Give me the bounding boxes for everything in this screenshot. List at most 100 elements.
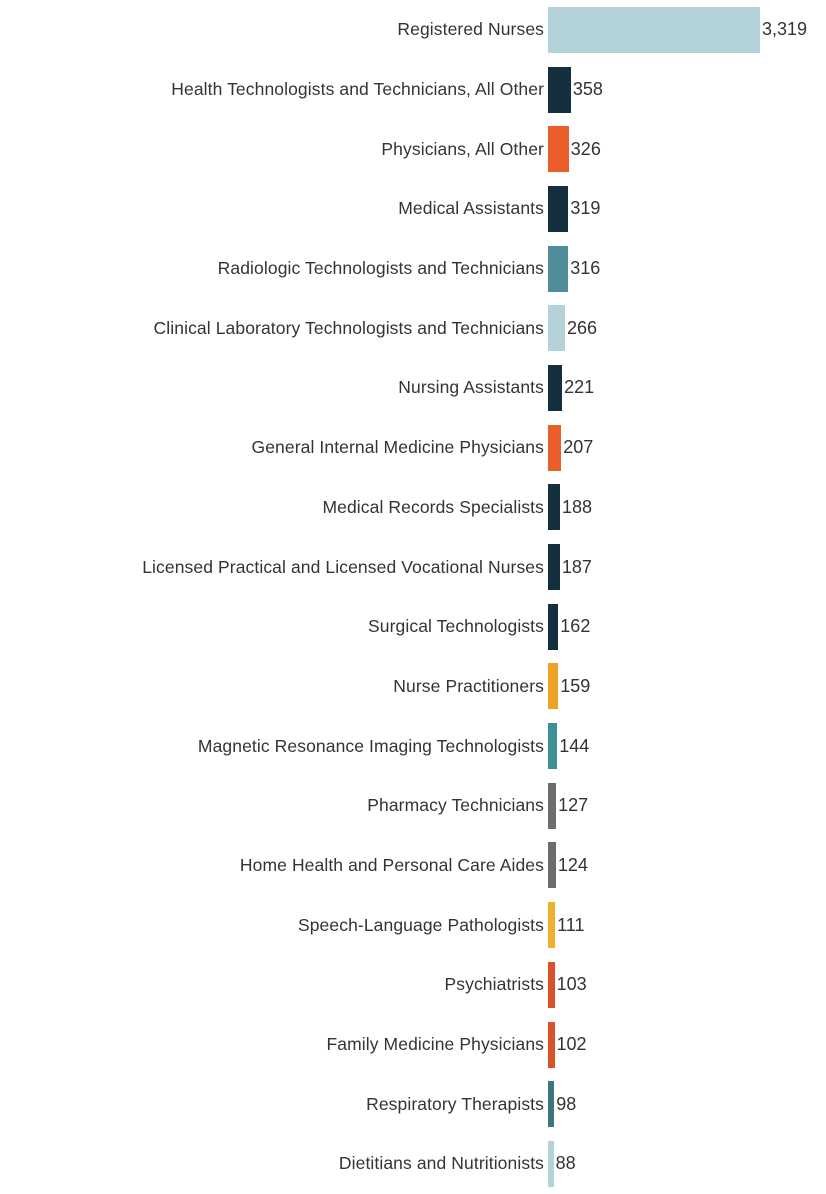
bar[interactable] xyxy=(548,1021,555,1068)
category-label: Home Health and Personal Care Aides xyxy=(239,854,544,875)
value-label: 326 xyxy=(570,138,601,159)
bar-zone: 162 xyxy=(546,597,826,657)
category-label: Physicians, All Other xyxy=(381,138,544,159)
bar[interactable] xyxy=(548,66,571,113)
bar[interactable] xyxy=(548,902,556,949)
bar-zone: 266 xyxy=(546,298,826,358)
chart-row: Psychiatrists 103 xyxy=(0,955,826,1015)
bar[interactable] xyxy=(548,544,560,591)
category-label: Family Medicine Physicians xyxy=(326,1034,544,1055)
bar[interactable] xyxy=(548,364,563,411)
bar[interactable] xyxy=(548,6,760,53)
bar-zone: 3,319 xyxy=(546,0,826,60)
bar[interactable] xyxy=(548,245,569,292)
bar-zone: 188 xyxy=(546,478,826,538)
category-label: Dietitians and Nutritionists xyxy=(338,1153,544,1174)
chart-row: Pharmacy Technicians 127 xyxy=(0,776,826,836)
bar-zone: 326 xyxy=(546,119,826,179)
chart-row: Home Health and Personal Care Aides 124 xyxy=(0,836,826,896)
value-label: 316 xyxy=(570,258,601,279)
category-label: General Internal Medicine Physicians xyxy=(251,437,544,458)
value-label: 159 xyxy=(560,675,591,696)
chart-row: Speech-Language Pathologists 111 xyxy=(0,895,826,955)
category-label: Speech-Language Pathologists xyxy=(297,914,544,935)
chart-row: Registered Nurses 3,319 xyxy=(0,0,826,60)
chart-row: Clinical Laboratory Technologists and Te… xyxy=(0,298,826,358)
chart-row: Health Technologists and Technicians, Al… xyxy=(0,60,826,120)
category-label: Clinical Laboratory Technologists and Te… xyxy=(153,317,544,338)
chart-row: General Internal Medicine Physicians 207 xyxy=(0,418,826,478)
bar[interactable] xyxy=(548,723,558,770)
chart-row: Magnetic Resonance Imaging Technologists… xyxy=(0,716,826,776)
value-label: 98 xyxy=(556,1093,577,1114)
value-label: 221 xyxy=(564,377,595,398)
bar-zone: 102 xyxy=(546,1015,826,1075)
bar-zone: 88 xyxy=(546,1134,826,1194)
bar[interactable] xyxy=(548,1081,555,1128)
category-label: Medical Assistants xyxy=(398,198,544,219)
value-label: 188 xyxy=(562,496,593,517)
bar[interactable] xyxy=(548,424,562,471)
value-label: 88 xyxy=(555,1153,576,1174)
value-label: 144 xyxy=(559,735,590,756)
chart-row: Family Medicine Physicians 102 xyxy=(0,1015,826,1075)
bar[interactable] xyxy=(548,185,569,232)
category-label: Pharmacy Technicians xyxy=(367,795,544,816)
bar[interactable] xyxy=(548,1140,554,1187)
chart-row: Radiologic Technologists and Technicians… xyxy=(0,239,826,299)
value-label: 319 xyxy=(570,198,601,219)
bar[interactable] xyxy=(548,961,555,1008)
value-label: 358 xyxy=(572,79,603,100)
category-label: Respiratory Therapists xyxy=(366,1093,544,1114)
value-label: 266 xyxy=(567,317,598,338)
value-label: 3,319 xyxy=(762,19,808,40)
value-label: 102 xyxy=(556,1034,587,1055)
bar-zone: 103 xyxy=(546,955,826,1015)
chart-row: Surgical Technologists 162 xyxy=(0,597,826,657)
bar-zone: 221 xyxy=(546,358,826,418)
bar-zone: 159 xyxy=(546,657,826,717)
bar-zone: 144 xyxy=(546,716,826,776)
value-label: 124 xyxy=(557,854,588,875)
value-label: 187 xyxy=(561,556,592,577)
bar[interactable] xyxy=(548,663,559,710)
bar[interactable] xyxy=(548,603,559,650)
bar-zone: 98 xyxy=(546,1074,826,1134)
bar-zone: 111 xyxy=(546,895,826,955)
category-label: Registered Nurses xyxy=(397,19,544,40)
bar[interactable] xyxy=(548,126,569,173)
category-label: Psychiatrists xyxy=(444,974,544,995)
category-label: Licensed Practical and Licensed Vocation… xyxy=(142,556,544,577)
chart-row: Nurse Practitioners 159 xyxy=(0,657,826,717)
chart-row: Medical Records Specialists 188 xyxy=(0,478,826,538)
value-label: 162 xyxy=(560,616,591,637)
bar-zone: 316 xyxy=(546,239,826,299)
value-label: 207 xyxy=(563,437,594,458)
category-label: Radiologic Technologists and Technicians xyxy=(217,258,544,279)
chart-row: Licensed Practical and Licensed Vocation… xyxy=(0,537,826,597)
chart-row: Physicians, All Other 326 xyxy=(0,119,826,179)
chart-row: Dietitians and Nutritionists 88 xyxy=(0,1134,826,1194)
bar[interactable] xyxy=(548,842,556,889)
bar-zone: 187 xyxy=(546,537,826,597)
value-label: 111 xyxy=(557,914,585,935)
bar[interactable] xyxy=(548,782,557,829)
category-label: Nurse Practitioners xyxy=(393,675,544,696)
category-label: Health Technologists and Technicians, Al… xyxy=(171,79,544,100)
chart-row: Respiratory Therapists 98 xyxy=(0,1074,826,1134)
category-label: Magnetic Resonance Imaging Technologists xyxy=(197,735,544,756)
value-label: 127 xyxy=(558,795,589,816)
bar-zone: 127 xyxy=(546,776,826,836)
chart-row: Medical Assistants 319 xyxy=(0,179,826,239)
bar[interactable] xyxy=(548,305,565,352)
value-label: 103 xyxy=(556,974,587,995)
bar-zone: 319 xyxy=(546,179,826,239)
bar-zone: 124 xyxy=(546,836,826,896)
chart-row: Nursing Assistants 221 xyxy=(0,358,826,418)
category-label: Nursing Assistants xyxy=(398,377,544,398)
category-label: Medical Records Specialists xyxy=(322,496,544,517)
bar[interactable] xyxy=(548,484,560,531)
bar-zone: 207 xyxy=(546,418,826,478)
